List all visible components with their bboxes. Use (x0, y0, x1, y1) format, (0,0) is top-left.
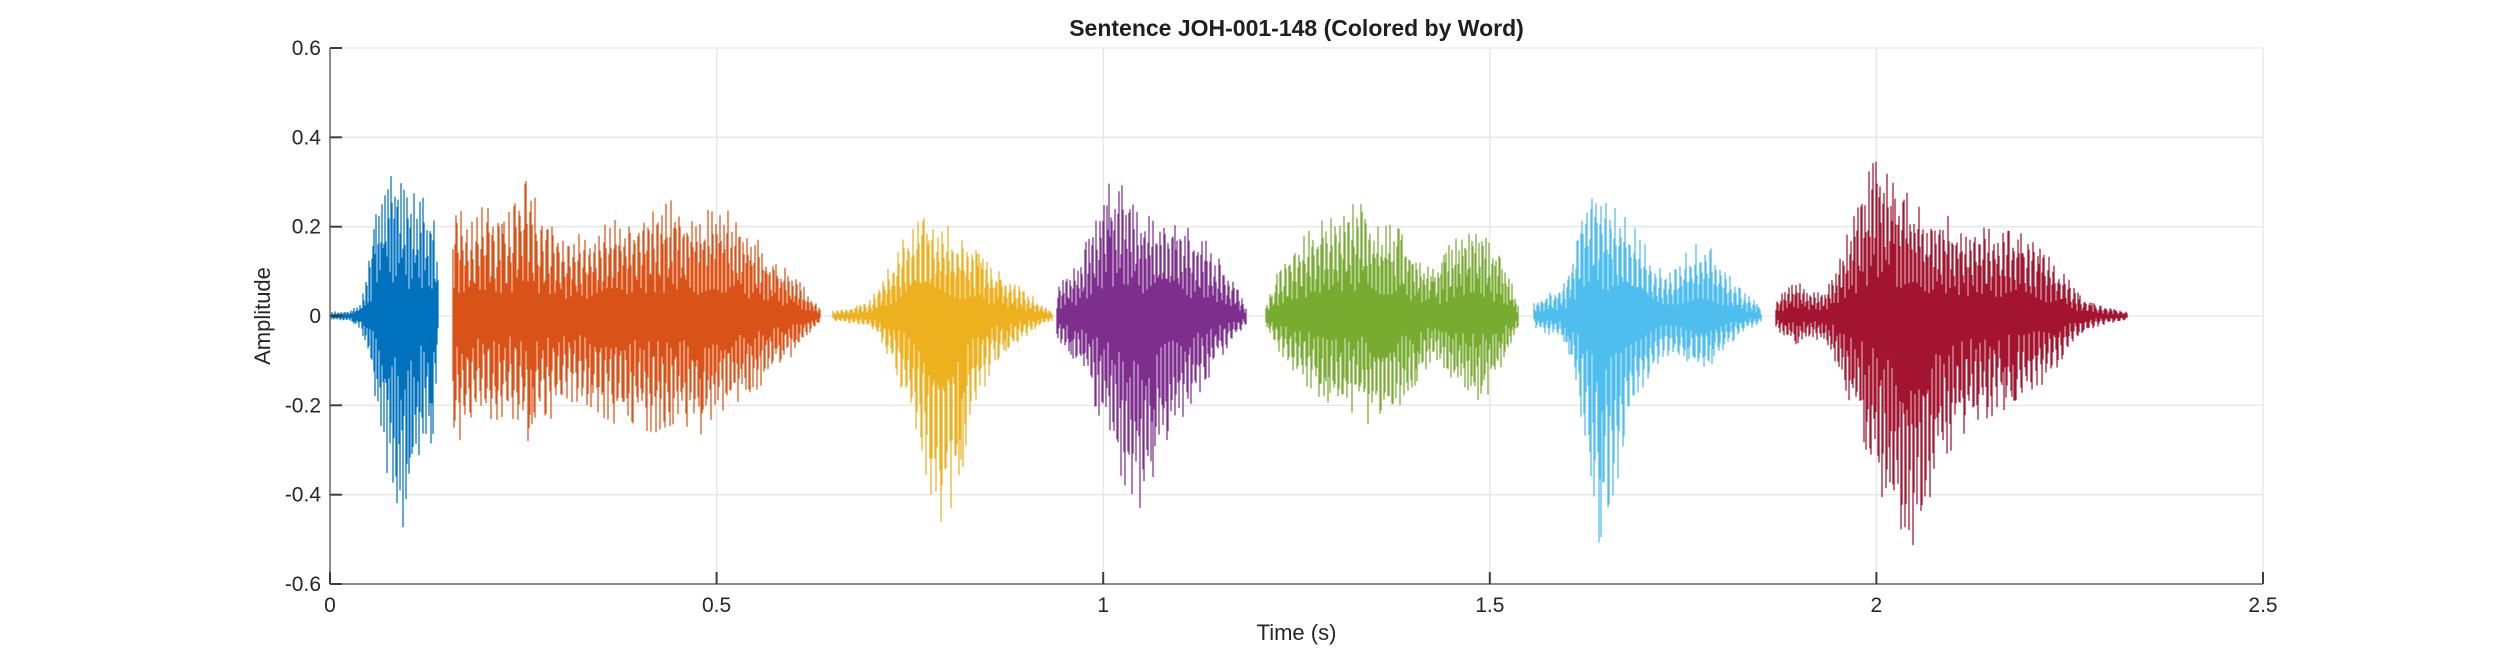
x-tick-label: 0.5 (702, 594, 731, 617)
waveform-word-6 (1533, 198, 1762, 543)
y-tick-label: -0.2 (285, 394, 321, 417)
x-axis-label: Time (s) (1256, 620, 1337, 645)
y-tick-label: 0.6 (292, 37, 321, 60)
waveform-word-2 (452, 181, 821, 442)
waveform-word-3 (832, 218, 1053, 522)
y-tick-label: 0 (309, 305, 321, 328)
x-tick-label: 1.5 (1475, 594, 1504, 617)
y-tick-label: 0.2 (292, 216, 321, 239)
waveform-word-4 (1056, 183, 1247, 509)
x-tick-label: 2.5 (2248, 594, 2277, 617)
y-tick-label: -0.6 (285, 573, 321, 596)
chart-title: Sentence JOH-001-148 (Colored by Word) (1069, 15, 1524, 41)
x-tick-label: 0 (324, 594, 336, 617)
y-tick-label: 0.4 (292, 126, 322, 149)
x-tick-label: 2 (1871, 594, 1883, 617)
waveform-word-7 (1775, 161, 2128, 546)
waveform-word-1 (329, 176, 439, 528)
x-tick-label: 1 (1097, 594, 1109, 617)
waveform-word-5 (1265, 204, 1519, 424)
y-tick-label: -0.4 (285, 484, 322, 507)
